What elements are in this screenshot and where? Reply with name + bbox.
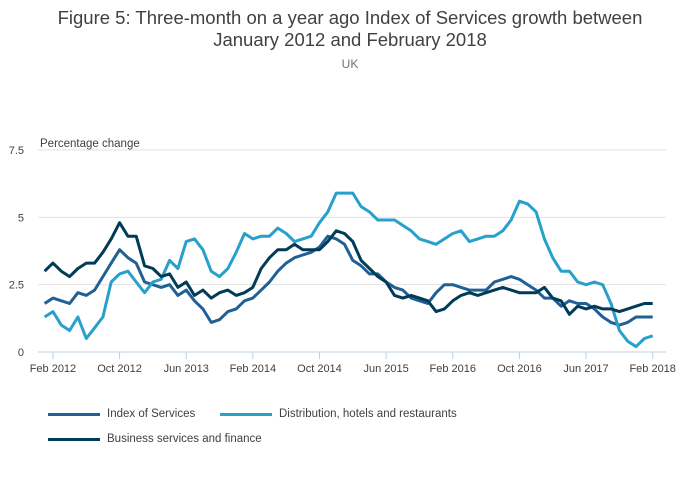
y-axis-label: Percentage change [40, 138, 140, 150]
legend-item-business-services[interactable]: Business services and finance [48, 433, 262, 445]
chart-title: Figure 5: Three-month on a year ago Inde… [0, 7, 700, 51]
chart-title-line-2: January 2012 and February 2018 [213, 29, 487, 50]
x-tick-label: Oct 2016 [497, 363, 542, 375]
chart-subtitle: UK [341, 57, 359, 71]
x-tick-label: Feb 2018 [629, 363, 675, 375]
legend-item-index-of-services[interactable]: Index of Services [48, 408, 195, 420]
x-tick-label: Jun 2017 [563, 363, 608, 375]
gridlines [38, 149, 666, 286]
y-tick-label: 5 [18, 212, 24, 224]
legend-label: Business services and finance [107, 433, 262, 445]
legend-label: Distribution, hotels and restaurants [279, 408, 457, 420]
x-tick-label: Oct 2014 [297, 363, 342, 375]
y-tick-label: 7.5 [9, 145, 24, 157]
legend-swatch-distribution [220, 412, 272, 416]
legend-item-distribution[interactable]: Distribution, hotels and restaurants [220, 408, 457, 420]
y-axis: 0 2.5 5 7.5 [9, 145, 24, 359]
x-axis: Feb 2012 Oct 2012 Jun 2013 Feb 2014 Oct 2014… [30, 351, 676, 375]
chart-title-line-1: Figure 5: Three-month on a year ago Inde… [57, 7, 643, 28]
series-line-distribution-hotels-and-restaurants[interactable] [43, 191, 654, 349]
series-line-business-services-and-finance[interactable] [43, 221, 653, 316]
x-tick-label: Jun 2013 [164, 363, 209, 375]
x-tick-label: Feb 2014 [230, 363, 276, 375]
legend-swatch-business-services [48, 437, 100, 441]
legend-label: Index of Services [107, 408, 196, 420]
line-chart: 0 2.5 5 7.5 Percentage change Feb 2012 Oct 2… [9, 138, 676, 375]
series-lines [43, 191, 654, 349]
x-tick-label: Feb 2016 [430, 363, 476, 375]
x-tick-label: Feb 2012 [30, 363, 76, 375]
x-tick-label: Jun 2015 [363, 363, 408, 375]
y-tick-label: 0 [18, 347, 24, 359]
x-tick-label: Oct 2012 [97, 363, 142, 375]
legend-swatch-index-of-services [48, 412, 100, 416]
y-tick-label: 2.5 [9, 280, 24, 292]
